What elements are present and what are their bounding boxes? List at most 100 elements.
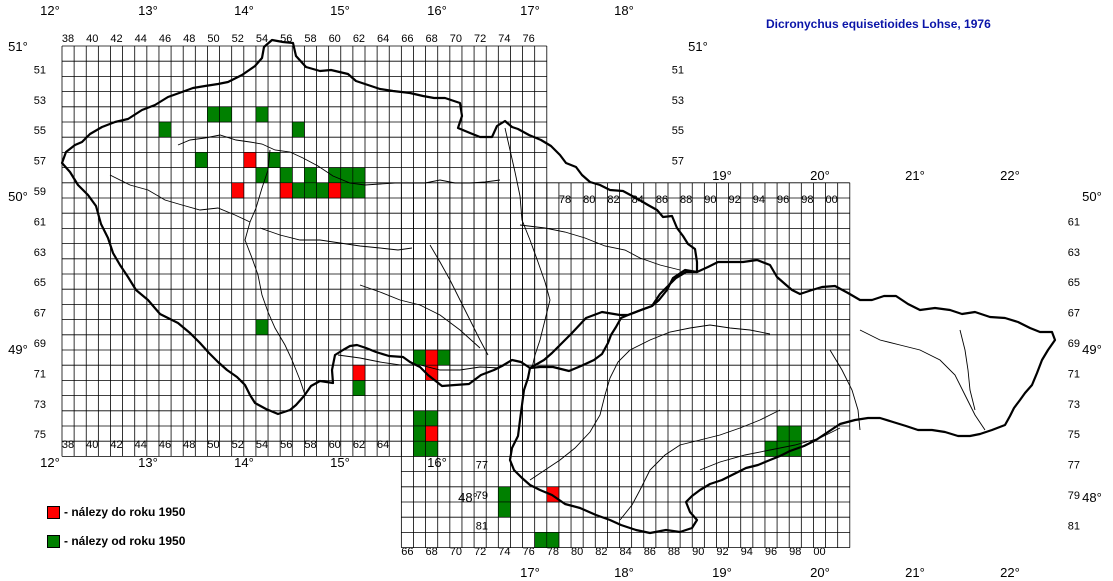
grid-col-label-top: 52 bbox=[232, 33, 244, 45]
grid-row-label-left-sk: 81 bbox=[476, 520, 488, 532]
grid-col-label-top: 60 bbox=[329, 33, 341, 45]
grid-col-label-top: 74 bbox=[498, 33, 510, 45]
occurrence-cell-since-1950 bbox=[158, 121, 172, 138]
grid-col-label-bottom-sk: 98 bbox=[789, 546, 801, 558]
occurrence-cell-before-1950 bbox=[231, 182, 245, 199]
grid-row-label-right-sk: 61 bbox=[1068, 216, 1080, 228]
occurrence-cell-since-1950 bbox=[291, 182, 305, 199]
grid-col-label-bottom-sk: 96 bbox=[765, 546, 777, 558]
grid-col-label-bottom: 56 bbox=[280, 439, 292, 451]
legend-item-since-1950: - nálezy od roku 1950 bbox=[47, 532, 185, 550]
legend-swatch-since-1950 bbox=[47, 534, 60, 548]
meridian-label-top-sk: 21° bbox=[905, 168, 925, 183]
grid-row-label-right-sk: 73 bbox=[1068, 399, 1080, 411]
grid-row-label-left: 71 bbox=[34, 368, 46, 380]
occurrence-cell-before-1950 bbox=[243, 152, 257, 168]
grid-col-label-top-sk: 82 bbox=[607, 194, 619, 206]
grid-col-label-top: 68 bbox=[426, 33, 438, 45]
grid-col-label-bottom-sk: 88 bbox=[668, 546, 680, 558]
grid-col-label-bottom-sk: 92 bbox=[716, 546, 728, 558]
rivers bbox=[109, 127, 986, 521]
grid-col-label-bottom: 48 bbox=[183, 439, 195, 451]
grid-col-label-bottom-sk: 82 bbox=[595, 546, 607, 558]
grid-col-label-top: 46 bbox=[159, 33, 171, 45]
grid-col-label-top: 40 bbox=[86, 33, 98, 45]
grid-lines bbox=[61, 45, 851, 548]
occurrence-cell-since-1950 bbox=[546, 532, 560, 548]
meridian-label-top: 16° bbox=[427, 3, 447, 18]
grid-row-label-right-sk: 75 bbox=[1068, 429, 1080, 441]
grid-row-label-left-sk: 77 bbox=[476, 460, 488, 472]
occurrence-cell-since-1950 bbox=[340, 167, 354, 184]
grid-col-label-top: 38 bbox=[62, 33, 74, 45]
occurrence-cell-before-1950 bbox=[352, 364, 366, 381]
grid-col-label-bottom-sk: 68 bbox=[426, 546, 438, 558]
occurrence-cell-since-1950 bbox=[279, 167, 293, 184]
meridian-label-top: 18° bbox=[614, 3, 634, 18]
grid-col-label-top-sk: 88 bbox=[680, 194, 692, 206]
occurrence-cell-since-1950 bbox=[788, 425, 802, 442]
parallel-label-left-sk: 48° bbox=[458, 490, 478, 505]
occurrence-cell-since-1950 bbox=[316, 182, 329, 199]
meridian-label-top: 15° bbox=[330, 3, 350, 18]
parallel-label-right: 51° bbox=[688, 39, 708, 54]
grid-col-label-top: 56 bbox=[280, 33, 292, 45]
grid-col-label-top-sk: 94 bbox=[753, 194, 765, 206]
occurrence-cell-since-1950 bbox=[195, 152, 208, 168]
river-ondava bbox=[959, 329, 976, 411]
grid-row-label-left: 61 bbox=[34, 216, 46, 228]
grid-row-label-right: 57 bbox=[672, 156, 684, 168]
grid-row-label-right-sk: 65 bbox=[1068, 277, 1080, 289]
grid-col-label-bottom: 54 bbox=[256, 439, 268, 451]
grid-col-label-top: 64 bbox=[377, 33, 389, 45]
grid-col-label-bottom-sk: 90 bbox=[692, 546, 704, 558]
occurrence-cell-since-1950 bbox=[413, 349, 426, 366]
meridian-label-top-sk: 20° bbox=[810, 168, 830, 183]
grid-row-label-right: 55 bbox=[672, 125, 684, 137]
grid-col-label-bottom-sk: 70 bbox=[450, 546, 462, 558]
meridian-label-bottom: 16° bbox=[427, 455, 447, 470]
parallel-label-left: 50° bbox=[8, 189, 28, 204]
grid-col-label-bottom: 42 bbox=[110, 439, 122, 451]
parallel-label-left: 51° bbox=[8, 39, 28, 54]
occurrence-cell-since-1950 bbox=[425, 410, 439, 427]
occurrence-cell-since-1950 bbox=[534, 532, 548, 548]
occurrence-cell-before-1950 bbox=[279, 182, 293, 199]
grid-col-label-top: 62 bbox=[353, 33, 365, 45]
grid-col-label-bottom: 60 bbox=[329, 439, 341, 451]
meridian-label-top: 17° bbox=[520, 3, 540, 18]
occurrence-cell-since-1950 bbox=[776, 425, 790, 442]
meridian-label-bottom: 15° bbox=[330, 455, 350, 470]
grid-row-label-left: 51 bbox=[34, 64, 46, 76]
river-hron bbox=[619, 409, 781, 521]
grid-row-label-right: 53 bbox=[672, 95, 684, 107]
occurrence-cell-since-1950 bbox=[437, 349, 451, 366]
river-dyje bbox=[337, 354, 501, 371]
occurrence-cell-before-1950 bbox=[425, 349, 439, 366]
river-labe bbox=[177, 134, 501, 186]
map-title: Dicronychus equisetioides Lohse, 1976 bbox=[766, 17, 991, 31]
czech-border bbox=[60, 38, 699, 416]
grid-col-label-top: 48 bbox=[183, 33, 195, 45]
country-borders bbox=[60, 38, 1057, 535]
meridian-label-bottom-sk: 19° bbox=[712, 565, 732, 580]
grid-col-label-bottom: 52 bbox=[232, 439, 244, 451]
grid-col-label-top: 66 bbox=[401, 33, 413, 45]
legend-item-before-1950: - nálezy do roku 1950 bbox=[47, 503, 185, 521]
occurrence-cell-before-1950 bbox=[328, 182, 342, 199]
parallel-label-right: 50° bbox=[1082, 189, 1102, 204]
meridian-label-bottom-sk: 22° bbox=[1000, 565, 1020, 580]
grid-col-label-bottom: 50 bbox=[207, 439, 219, 451]
legend-label-before-1950: - nálezy do roku 1950 bbox=[64, 505, 186, 519]
grid-row-label-right-sk: 71 bbox=[1068, 368, 1080, 380]
grid-col-label-bottom: 38 bbox=[62, 439, 74, 451]
occurrence-cell-since-1950 bbox=[291, 121, 305, 138]
grid-col-label-bottom: 46 bbox=[159, 439, 171, 451]
grid-row-label-right-sk: 69 bbox=[1068, 338, 1080, 350]
grid-col-label-bottom-sk: 74 bbox=[498, 546, 510, 558]
grid-row-label-left: 67 bbox=[34, 308, 46, 320]
river-odra bbox=[519, 224, 681, 271]
river-vah bbox=[529, 324, 771, 481]
grid-labels: 38 40 42 44 46 48 50 52 54 56 58 60 62 64 66 68 70 72 74 76… bbox=[8, 3, 1102, 580]
